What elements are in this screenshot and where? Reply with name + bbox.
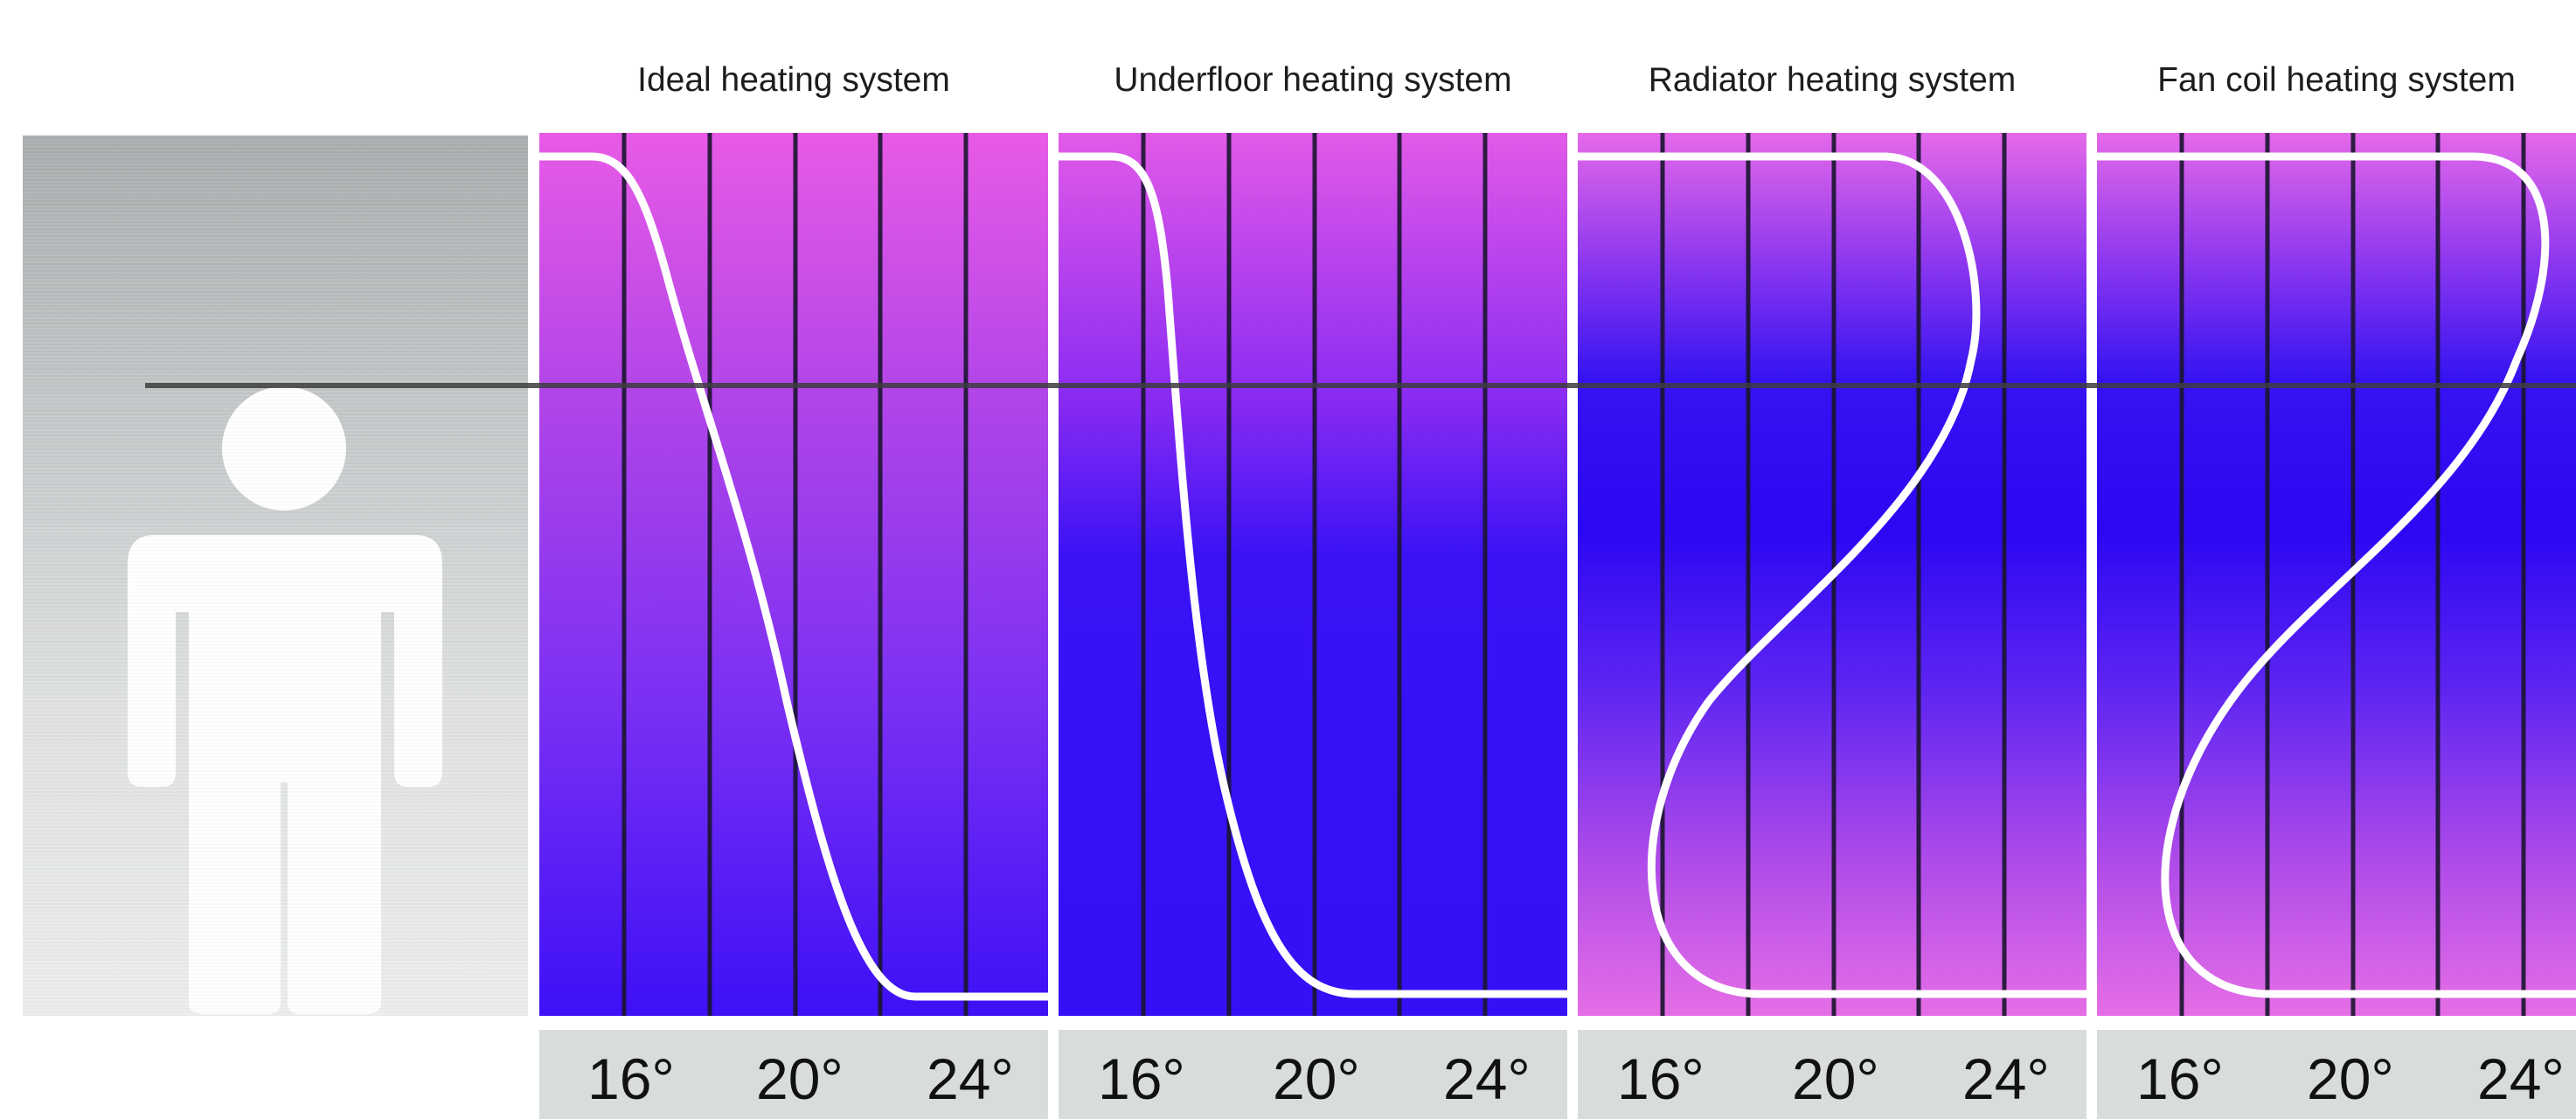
head-height-line: [145, 383, 2576, 388]
person-reference-panel: [23, 136, 528, 1016]
temperature-gridlines: [1660, 133, 2007, 1016]
panel-title-underfloor: Underfloor heating system: [1114, 61, 1512, 99]
temperature-profile-fancoil: [2097, 133, 2576, 1016]
temperature-curve-radiator: [1578, 152, 2086, 998]
panel-title-ideal: Ideal heating system: [637, 61, 950, 99]
tick-label: 16°: [1098, 1046, 1185, 1111]
tick-label: 20°: [1273, 1046, 1360, 1111]
axis-underfloor: 16° 20° 24°: [1059, 1030, 1567, 1119]
panel-title-fancoil: Fan coil heating system: [2157, 61, 2516, 99]
tick-label: 24°: [927, 1046, 1014, 1111]
tick-label: 24°: [1443, 1046, 1531, 1111]
axis-radiator: 16° 20° 24°: [1578, 1030, 2086, 1119]
temperature-gridlines: [621, 133, 969, 1016]
tick-label: 20°: [756, 1046, 844, 1111]
axis-fancoil: 16° 20° 24°: [2097, 1030, 2576, 1119]
temperature-profile-radiator: [1578, 133, 2086, 1016]
tick-label: 24°: [2477, 1046, 2565, 1111]
panel-title-radiator: Radiator heating system: [1648, 61, 2017, 99]
tick-label: 20°: [1792, 1046, 1879, 1111]
person-silhouette-icon: [128, 386, 442, 1014]
tick-label: 16°: [1617, 1046, 1705, 1111]
axis-ideal: 16° 20° 24°: [539, 1030, 1048, 1119]
tick-label: 24°: [1962, 1046, 2050, 1111]
temperature-curve-fancoil: [2097, 152, 2576, 998]
tick-label: 20°: [2307, 1046, 2394, 1111]
temperature-curve-underfloor: [1059, 152, 1567, 998]
temperature-profile-ideal: [539, 133, 1048, 1016]
tick-label: 16°: [2136, 1046, 2224, 1111]
temperature-curve-ideal: [539, 152, 1048, 1001]
tick-label: 16°: [587, 1046, 675, 1111]
temperature-gridlines: [1141, 133, 1488, 1016]
temperature-profile-underfloor: [1059, 133, 1567, 1016]
